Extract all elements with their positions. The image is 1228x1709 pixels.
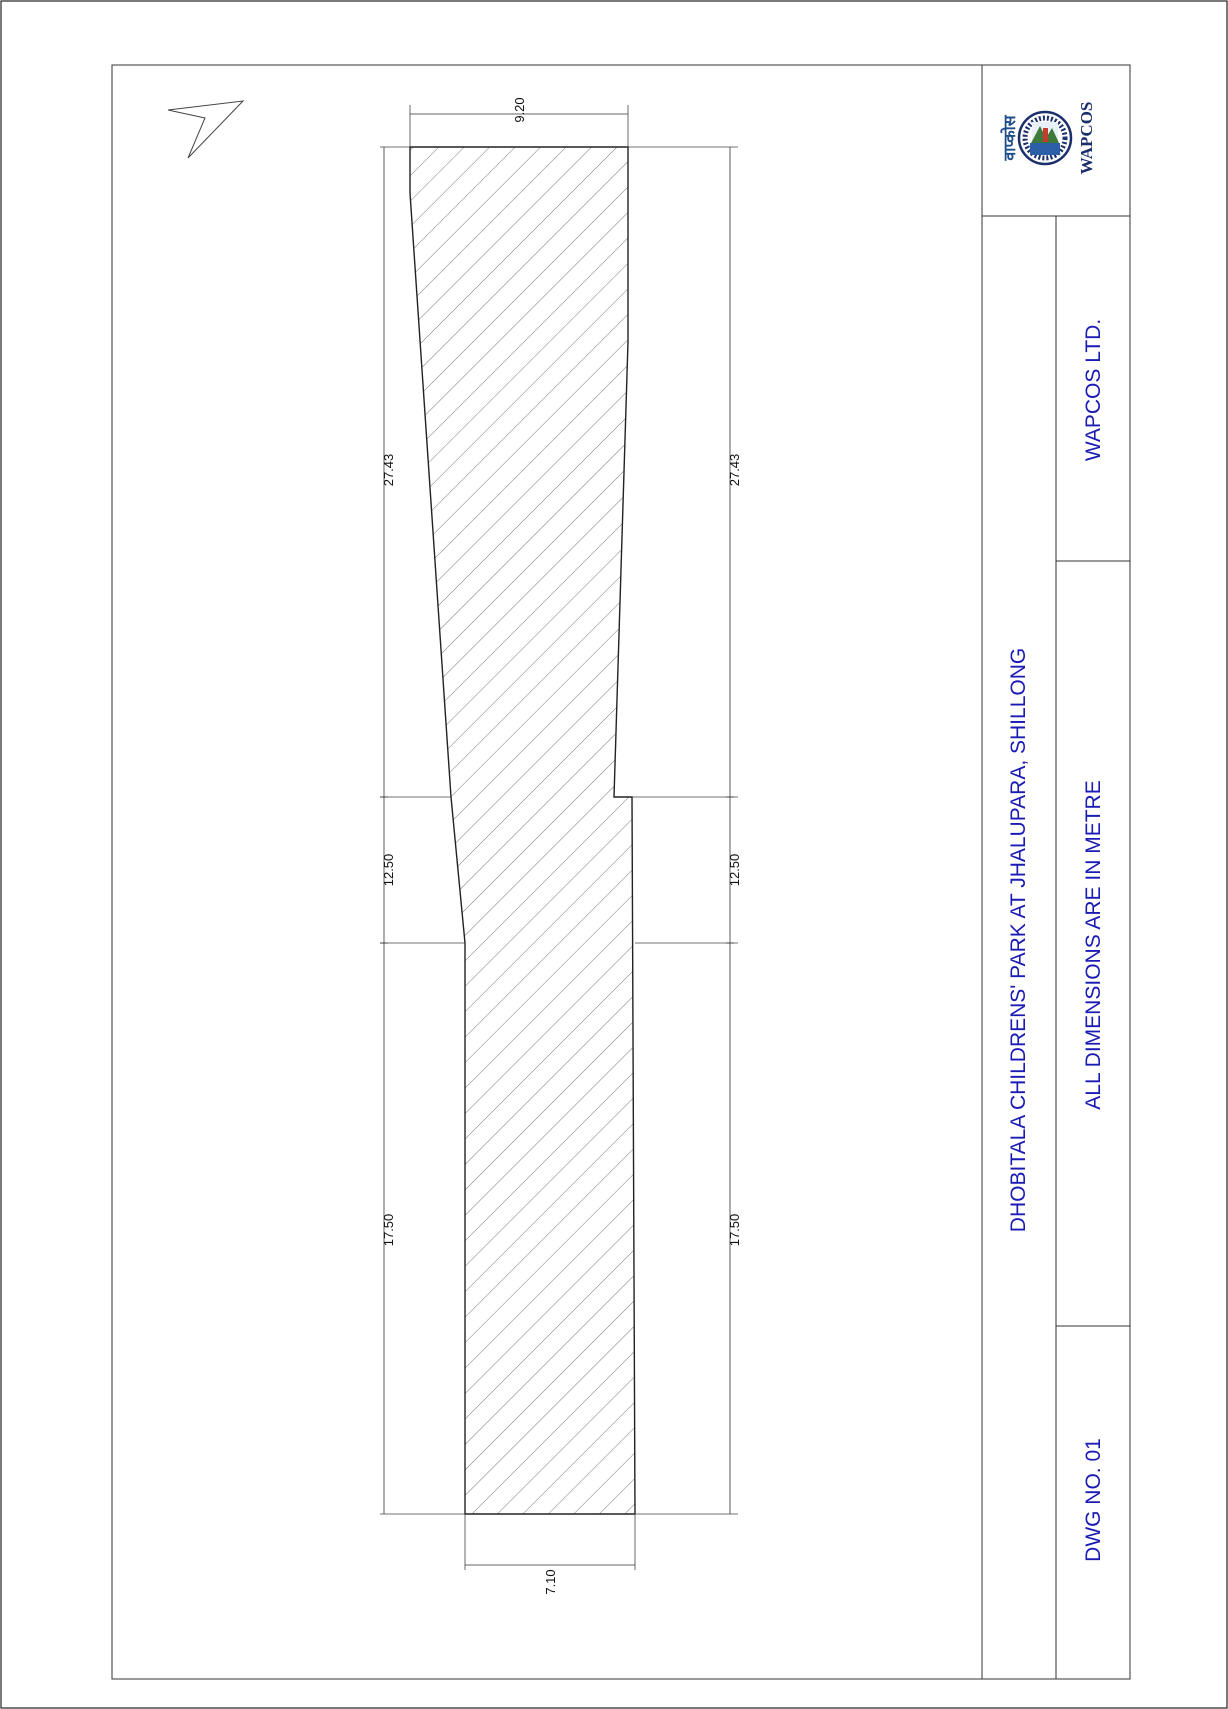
drawing-number: DWG NO. 01 <box>1082 1438 1105 1562</box>
dim-left-segment-2: 12.50 <box>381 854 396 887</box>
logo-english-text: WAPCOS <box>1077 102 1096 175</box>
site-plot-outline <box>409 146 636 1515</box>
dim-top-width: 9.20 <box>512 97 527 122</box>
dim-right-segment-1: 27.43 <box>727 454 742 487</box>
drawing-title: DHOBITALA CHILDRENS' PARK AT JHALUPARA, … <box>1007 648 1030 1232</box>
dim-right-segment-2: 12.50 <box>727 854 742 887</box>
dim-right-segment-3: 17.50 <box>727 1214 742 1247</box>
north-arrow-icon <box>167 100 245 159</box>
dim-left-segment-3: 17.50 <box>381 1214 396 1247</box>
dim-bottom-width: 7.10 <box>543 1569 558 1594</box>
logo-hindi-text: वाप्कोस <box>1000 114 1019 161</box>
dim-left-segment-1: 27.43 <box>381 454 396 487</box>
company-logo: वाप्कोस WAPCOS <box>1000 102 1096 175</box>
title-block <box>981 65 1130 1679</box>
extension-lines <box>380 105 738 1570</box>
drawing-frame <box>111 64 1131 1680</box>
company-name: WAPCOS LTD. <box>1082 319 1105 461</box>
dimension-note: ALL DIMENSIONS ARE IN METRE <box>1082 780 1105 1109</box>
dimension-lines <box>380 113 734 1566</box>
